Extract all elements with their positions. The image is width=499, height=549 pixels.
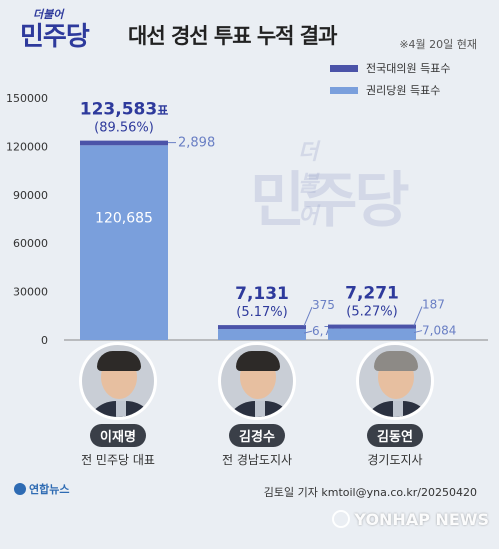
candidate-photo xyxy=(79,342,157,420)
candidate-2: 김경수 전 경남도지사 xyxy=(192,342,322,468)
national-leader-line xyxy=(303,306,313,327)
legend-swatch-national xyxy=(330,65,358,72)
member-value-label: 120,685 xyxy=(95,211,153,227)
bar-total-label: 123,583표 xyxy=(80,100,168,120)
chart-title: 대선 경선 투표 누적 결과 xyxy=(128,24,337,48)
bar-total-label: 7,271 xyxy=(345,284,399,304)
legend-item-national: 전국대의원 득표수 xyxy=(330,58,490,80)
header: 더불어 민주당 대선 경선 투표 누적 결과 ※4월 20일 현재 xyxy=(0,0,499,62)
y-tick-label: 120000 xyxy=(6,140,48,153)
y-tick-label: 0 xyxy=(41,334,48,347)
bar-percent-label: (89.56%) xyxy=(94,121,154,136)
member-leader-line xyxy=(413,330,423,334)
date-note: ※4월 20일 현재 xyxy=(399,38,477,51)
bar-member xyxy=(328,328,416,340)
legend-item-member: 권리당원 득표수 xyxy=(330,80,490,102)
yonhap-watermark-icon xyxy=(332,510,351,528)
bar-total-label: 7,131 xyxy=(235,284,289,304)
legend: 전국대의원 득표수 권리당원 득표수 xyxy=(330,58,490,102)
total-suffix: 표 xyxy=(157,104,168,118)
candidate-name: 김동연 xyxy=(367,424,423,447)
candidate-photo xyxy=(356,342,434,420)
y-tick-label: 30000 xyxy=(13,286,48,299)
national-leader-line xyxy=(413,306,423,326)
legend-label-member: 권리당원 득표수 xyxy=(366,84,441,97)
candidate-name: 김경수 xyxy=(229,424,285,447)
credit-line: 김토일 기자 kmtoil@yna.co.kr/20250420 xyxy=(263,486,477,499)
candidate-photo xyxy=(218,342,296,420)
bar-percent-label: (5.17%) xyxy=(236,305,287,320)
national-value-label: 375 xyxy=(312,298,335,312)
candidate-role: 전 경남도지사 xyxy=(221,453,293,467)
bar-member xyxy=(218,329,306,340)
national-value-label: 187 xyxy=(422,298,445,312)
watermark-main: 민주당 xyxy=(250,166,410,236)
bar-percent-label: (5.27%) xyxy=(346,305,397,320)
legend-label-national: 전국대의원 득표수 xyxy=(366,62,451,75)
yonhap-logo-text: 연합뉴스 xyxy=(29,483,70,496)
y-tick-label: 90000 xyxy=(13,189,48,202)
national-value-label: 2,898 xyxy=(178,136,215,151)
y-tick-label: 150000 xyxy=(6,92,48,105)
candidate-1: 이재명 전 민주당 대표 xyxy=(53,342,183,468)
member-value-label: 7,084 xyxy=(422,324,456,338)
yonhap-logo: 연합뉴스 xyxy=(14,481,69,497)
legend-swatch-member xyxy=(330,87,358,94)
bar-member xyxy=(80,145,168,340)
bar-national xyxy=(218,325,306,330)
candidate-role: 전 민주당 대표 xyxy=(81,453,155,467)
yonhap-logo-icon xyxy=(14,483,26,495)
candidate-3: 김동연 경기도지사 xyxy=(330,342,460,468)
yonhap-watermark: YONHAP NEWS xyxy=(332,510,489,529)
yonhap-watermark-text: YONHAP NEWS xyxy=(354,510,489,529)
bar-national xyxy=(328,324,416,329)
bar-national xyxy=(80,140,168,146)
member-leader-line xyxy=(303,330,313,334)
watermark-small: 더불어 xyxy=(298,140,319,229)
y-tick-label: 60000 xyxy=(13,237,48,250)
bar-chart: 0 30000 60000 90000 120000 150000 123,583표(89.… xyxy=(6,92,488,347)
party-logo-small: 더불어 xyxy=(33,8,64,21)
candidate-name: 이재명 xyxy=(90,424,146,447)
candidate-role: 경기도지사 xyxy=(367,453,423,467)
party-logo: 민주당 xyxy=(20,22,90,52)
